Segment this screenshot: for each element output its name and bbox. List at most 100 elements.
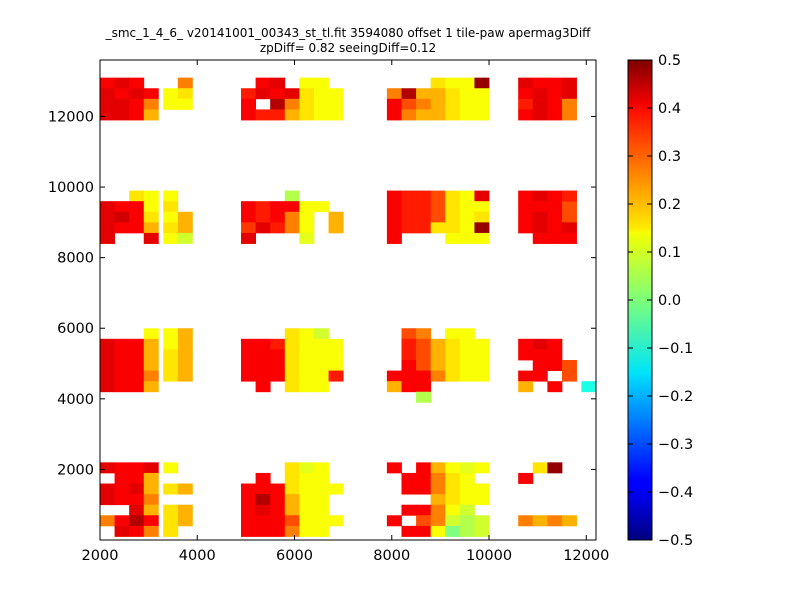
heatmap-cell <box>129 483 145 495</box>
heatmap-cell <box>163 338 179 350</box>
heatmap-cell <box>270 349 286 361</box>
heatmap-cell <box>284 201 300 213</box>
heatmap-cell <box>299 494 315 506</box>
heatmap-cell <box>328 349 344 361</box>
heatmap-cell <box>284 483 300 495</box>
heatmap-cell <box>561 109 577 121</box>
heatmap-cell <box>561 232 577 244</box>
heatmap-cell <box>459 494 475 506</box>
heatmap-cells <box>100 77 597 537</box>
heatmap-cell <box>416 222 432 234</box>
heatmap-cell <box>163 349 179 361</box>
heatmap-cell <box>532 211 548 223</box>
heatmap-cell <box>386 381 402 393</box>
heatmap-cell <box>459 232 475 244</box>
heatmap-cell <box>163 515 179 527</box>
heatmap-cell <box>328 483 344 495</box>
heatmap-cell <box>255 515 271 527</box>
heatmap-cell <box>143 381 159 393</box>
heatmap-cell <box>163 328 179 340</box>
heatmap-cell <box>401 88 417 100</box>
heatmap-cell <box>270 201 286 213</box>
heatmap-cell <box>163 98 179 110</box>
x-axis: 2000 4000 6000 8000 10000 12000 <box>82 60 609 564</box>
heatmap-cell <box>416 328 432 340</box>
heatmap-cell <box>401 109 417 121</box>
heatmap-cell <box>386 232 402 244</box>
heatmap-cell <box>114 98 130 110</box>
heatmap-cell <box>416 338 432 350</box>
heatmap-cell <box>163 504 179 516</box>
heatmap-cell <box>299 504 315 516</box>
heatmap-cell <box>299 109 315 121</box>
heatmap-cell <box>313 360 329 371</box>
heatmap-cell <box>401 222 417 234</box>
heatmap-cell <box>313 109 329 121</box>
heatmap-cell <box>299 483 315 495</box>
heatmap-cell <box>401 381 417 393</box>
heatmap-cell <box>313 338 329 350</box>
heatmap-cell <box>270 483 286 495</box>
heatmap-cell <box>100 360 115 371</box>
heatmap-cell <box>284 370 300 382</box>
heatmap-cell <box>241 504 257 516</box>
heatmap-cell <box>401 370 417 382</box>
heatmap-cell <box>100 494 115 506</box>
heatmap-cell <box>255 349 271 361</box>
heatmap-cell <box>401 338 417 350</box>
heatmap-cell <box>255 201 271 213</box>
heatmap-cell <box>129 370 145 382</box>
heatmap-cell <box>561 98 577 110</box>
heatmap-cell <box>143 349 159 361</box>
heatmap-cell <box>270 504 286 516</box>
x-tick-label: 12000 <box>563 548 609 564</box>
heatmap-cell <box>177 328 193 340</box>
chart-subtitle: zpDiff= 0.82 seeingDiff=0.12 <box>260 41 436 55</box>
heatmap-cell <box>416 211 432 223</box>
heatmap-cell <box>445 462 461 474</box>
heatmap-cell <box>163 370 179 382</box>
heatmap-cell <box>430 98 446 110</box>
heatmap-cell <box>299 211 315 223</box>
heatmap-cell <box>270 77 286 89</box>
heatmap-cell <box>416 98 432 110</box>
heatmap-cell <box>459 349 475 361</box>
heatmap-cell <box>299 349 315 361</box>
heatmap-cell <box>445 338 461 350</box>
x-tick-label: 8000 <box>373 548 410 564</box>
heatmap-cell <box>459 211 475 223</box>
heatmap-cell <box>100 338 115 350</box>
heatmap-cell <box>547 88 563 100</box>
heatmap-cell <box>518 222 534 234</box>
heatmap-cell <box>547 338 563 350</box>
heatmap-cell <box>401 98 417 110</box>
heatmap-cell <box>143 472 159 484</box>
heatmap-cell <box>445 472 461 484</box>
heatmap-cell <box>129 525 145 537</box>
heatmap-cell <box>284 462 300 474</box>
heatmap-cell <box>143 222 159 234</box>
heatmap-cell <box>518 77 534 89</box>
heatmap-cell <box>474 222 490 234</box>
heatmap-cell <box>459 201 475 213</box>
heatmap-cell <box>241 98 257 110</box>
heatmap-cell <box>129 472 145 484</box>
heatmap-cell <box>114 201 130 213</box>
heatmap-cell <box>299 525 315 537</box>
heatmap-cell <box>474 232 490 244</box>
heatmap-cell <box>416 381 432 393</box>
heatmap-cell <box>114 360 130 371</box>
heatmap-cell <box>177 88 193 100</box>
y-tick-label: 8000 <box>57 251 94 267</box>
heatmap-cell <box>177 349 193 361</box>
heatmap-cell <box>518 370 534 382</box>
heatmap-cell <box>401 472 417 484</box>
heatmap-cell <box>299 232 315 244</box>
heatmap-cell <box>284 504 300 516</box>
heatmap-cell <box>284 222 300 234</box>
heatmap-cell <box>129 338 145 350</box>
heatmap-cell <box>313 483 329 495</box>
heatmap-cell <box>401 328 417 340</box>
heatmap-cell <box>416 349 432 361</box>
heatmap-cell <box>299 222 315 234</box>
